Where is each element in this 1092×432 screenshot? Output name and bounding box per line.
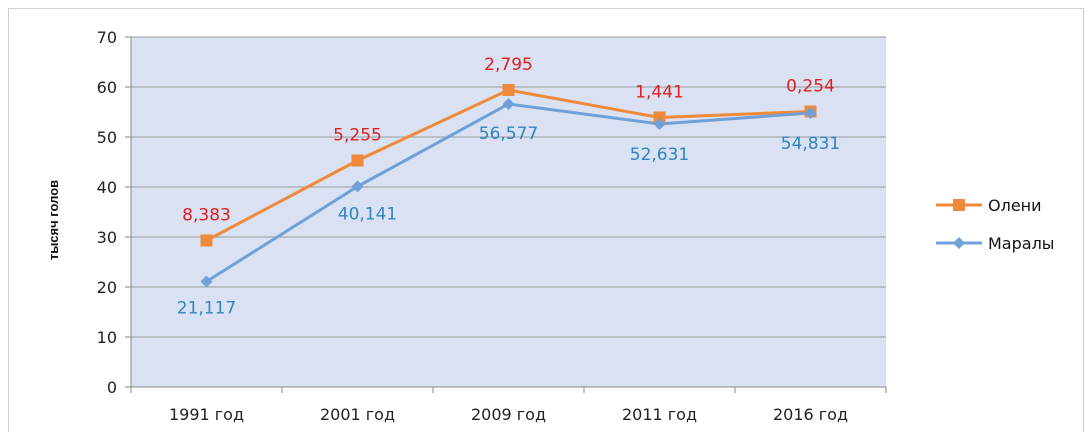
x-tick-label: 2001 год — [320, 405, 395, 424]
y-axis-title: тысяч голов — [46, 180, 61, 260]
data-point-marker — [502, 98, 515, 110]
legend-label: Маралы — [988, 234, 1054, 253]
data-point-marker — [351, 180, 364, 193]
data-label: 40,141 — [338, 205, 397, 225]
y-tick-label: 30 — [97, 228, 117, 247]
y-tick-label: 70 — [97, 28, 117, 47]
data-label: 54,831 — [781, 134, 840, 154]
data-label: 21,117 — [177, 299, 236, 319]
data-label: 5,255 — [333, 126, 382, 146]
data-point-marker — [804, 107, 817, 119]
data-label: 52,631 — [630, 145, 689, 165]
data-point-marker — [653, 111, 666, 124]
data-label: 2,795 — [484, 55, 533, 75]
data-label: 1,441 — [635, 83, 684, 103]
x-tick-label: 2011 год — [622, 405, 697, 424]
legend-marker — [953, 237, 965, 249]
data-point-marker — [502, 84, 515, 96]
y-tick-label: 20 — [97, 278, 117, 297]
data-label: 8,383 — [182, 206, 231, 226]
data-label: 0,254 — [786, 77, 835, 97]
legend-label: Олени — [988, 196, 1042, 215]
y-tick-label: 0 — [107, 378, 117, 397]
data-point-marker — [200, 234, 213, 247]
data-point-marker — [653, 118, 666, 130]
data-label: 56,577 — [479, 124, 538, 144]
y-tick-label: 40 — [97, 178, 117, 197]
y-tick-label: 60 — [97, 78, 117, 97]
data-point-marker — [351, 154, 364, 167]
x-tick-label: 2009 год — [471, 405, 546, 424]
data-point-marker — [200, 275, 213, 288]
x-tick-label: 1991 год — [169, 405, 244, 424]
y-tick-label: 10 — [97, 328, 117, 347]
legend-marker — [953, 199, 965, 211]
chart-frame — [8, 8, 1084, 432]
x-tick-label: 2016 год — [773, 405, 848, 424]
y-tick-label: 50 — [97, 128, 117, 147]
